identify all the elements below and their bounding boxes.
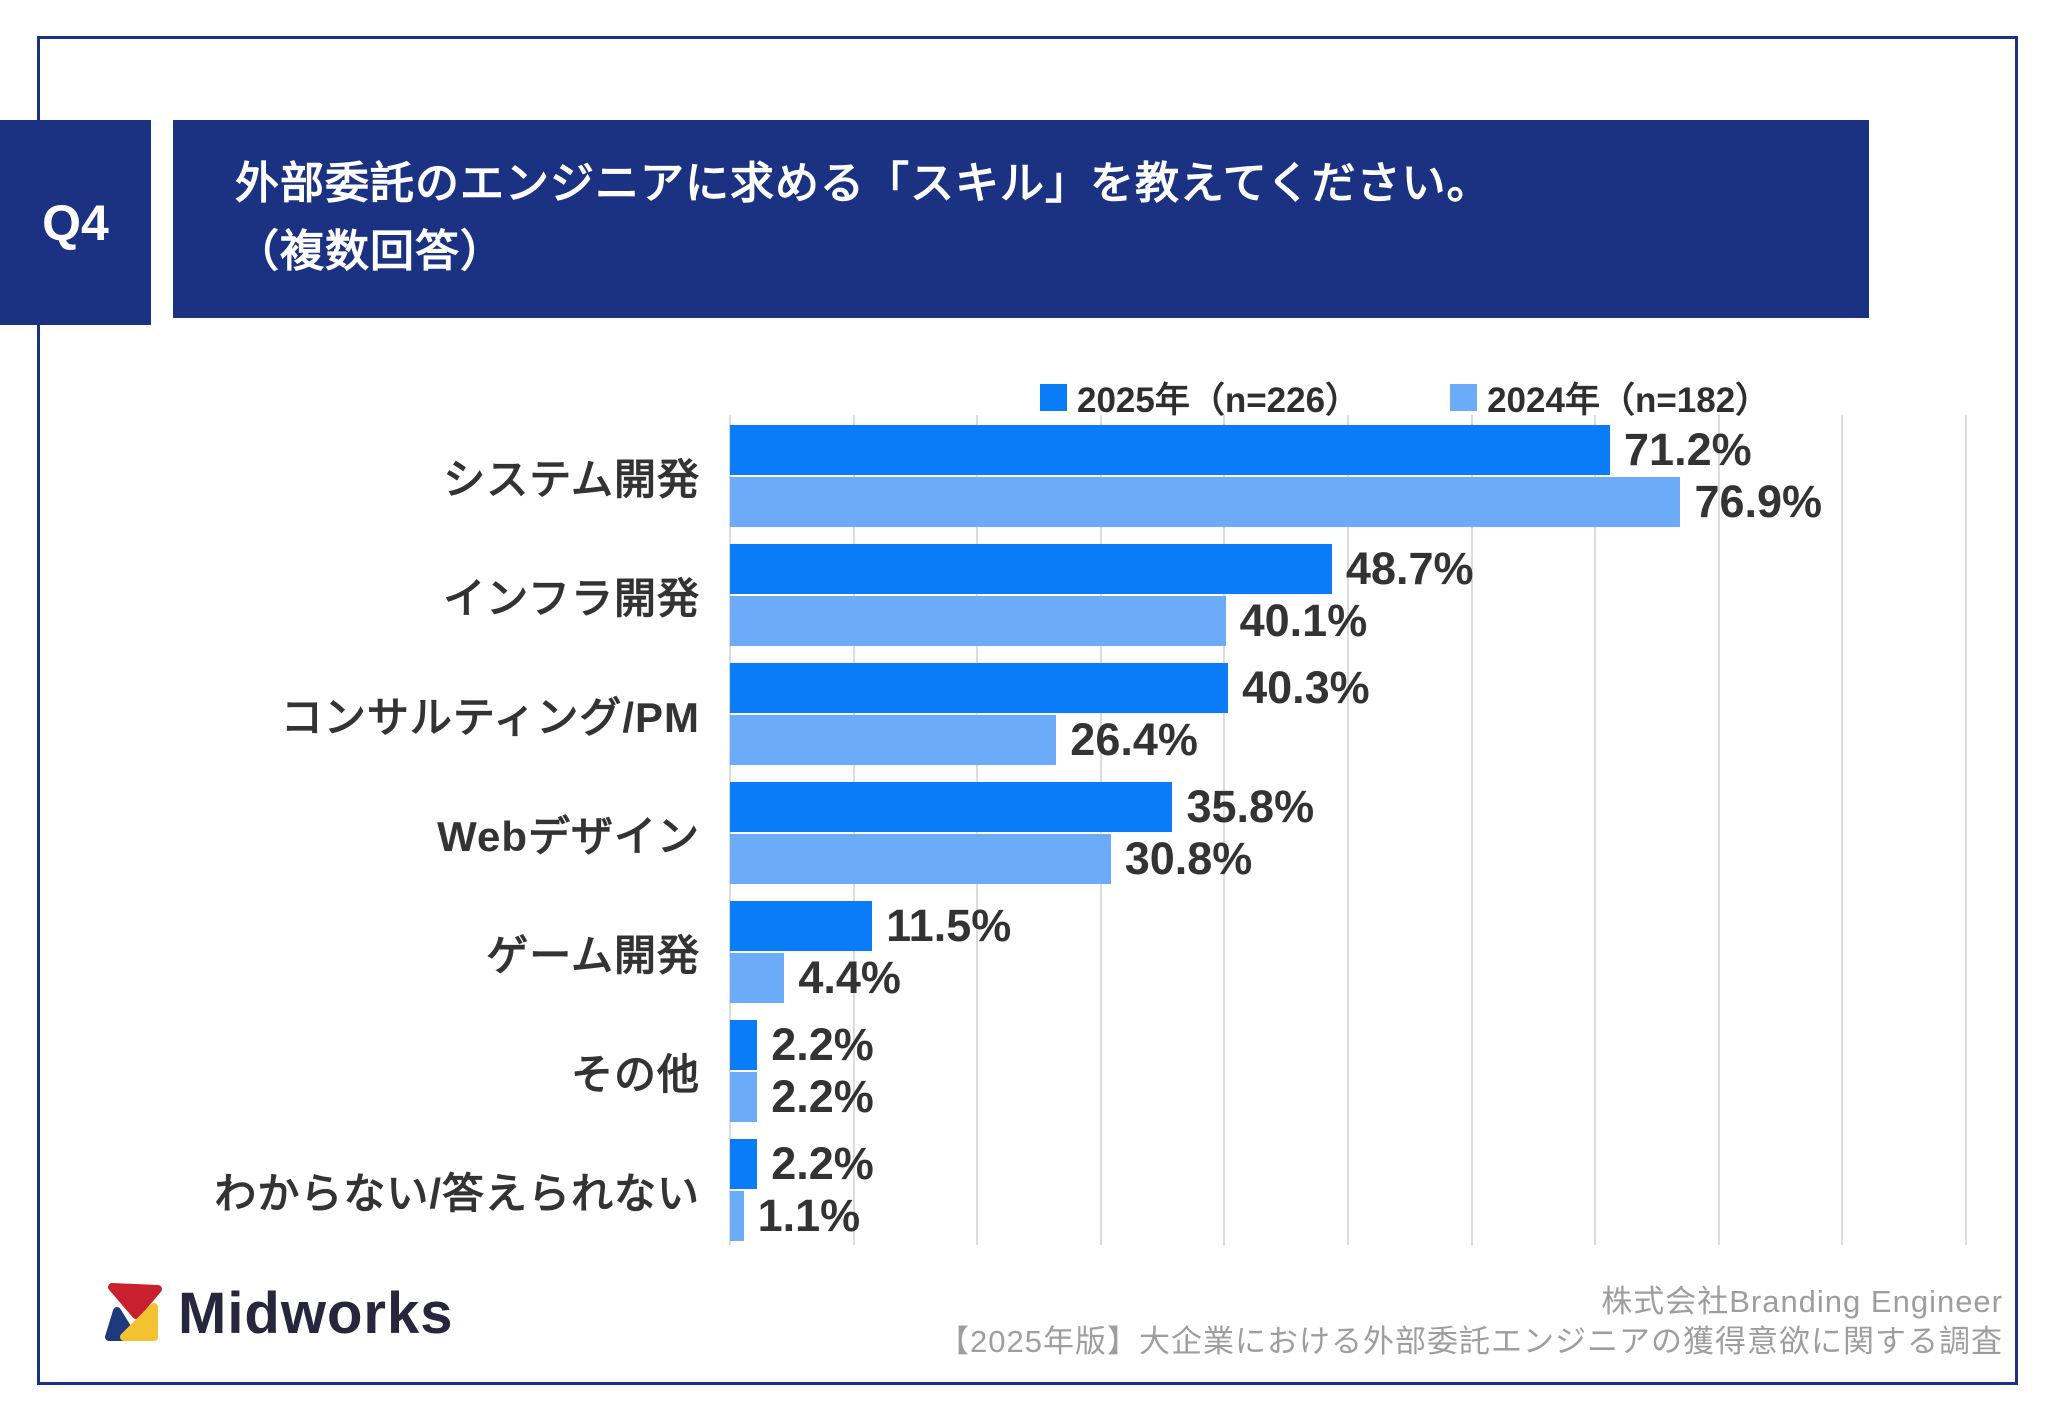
legend-swatch-2024 — [1450, 384, 1478, 411]
bar-value-label: 2.2% — [771, 1138, 874, 1189]
question-title-line2: （複数回答） — [235, 227, 505, 277]
gridline-40 — [1223, 415, 1226, 1245]
legend-item-2024: 2024年（n=182） — [1450, 372, 1770, 423]
bar-value-label: 71.2% — [1624, 424, 1752, 475]
legend-label-2025: 2025年（n=226） — [1077, 381, 1361, 420]
bar-value-label: 35.8% — [1186, 781, 1315, 832]
category-label: Webデザイン — [437, 812, 700, 860]
source-attribution: 株式会社Branding Engineer 【2025年版】大企業における外部委… — [938, 1282, 2003, 1363]
bar-2025年 — [730, 782, 1173, 832]
bar-value-label: 4.4% — [798, 952, 901, 1003]
category-label: システム開発 — [443, 455, 700, 503]
bar-2025年 — [730, 901, 873, 951]
question-title-bar: 外部委託のエンジニアに求める「スキル」を教えてください。 （複数回答） — [173, 120, 1869, 318]
midworks-logo: Midworks — [100, 1280, 454, 1347]
source-company: 株式会社Branding Engineer — [1601, 1284, 2003, 1319]
bar-value-label: 26.4% — [1070, 714, 1198, 765]
bar-2025年 — [730, 425, 1611, 475]
gridline-100 — [1965, 415, 1967, 1245]
legend-swatch-2025 — [1040, 384, 1067, 411]
gridline-90 — [1841, 415, 1844, 1245]
category-label: コンサルティング/PM — [280, 693, 700, 741]
bar-2025年 — [730, 1139, 758, 1189]
bar-2025年 — [730, 544, 1332, 594]
chart-legend: 2025年（n=226） 2024年（n=182） — [1040, 372, 1770, 423]
bar-value-label: 11.5% — [886, 900, 1012, 951]
question-title-line1: 外部委託のエンジニアに求める「スキル」を教えてください。 — [235, 159, 1492, 208]
bar-2025年 — [730, 1020, 758, 1070]
gridline-50 — [1347, 415, 1349, 1245]
midworks-logo-icon — [105, 1282, 162, 1341]
midworks-logo-text: Midworks — [178, 1281, 454, 1346]
bar-value-label: 30.8% — [1124, 833, 1253, 884]
bar-2024年 — [730, 715, 1057, 765]
category-label: その他 — [570, 1050, 700, 1098]
bar-value-label: 2.2% — [771, 1019, 874, 1070]
gridline-80 — [1717, 415, 1720, 1245]
legend-label-2024: 2024年（n=182） — [1487, 381, 1771, 420]
category-label: ゲーム開発 — [486, 931, 700, 979]
bar-2024年 — [730, 953, 785, 1003]
bar-value-label: 48.7% — [1345, 543, 1474, 594]
bar-value-label: 2.2% — [771, 1071, 874, 1122]
gridline-70 — [1594, 415, 1597, 1245]
bar-2024年 — [730, 834, 1111, 884]
bar-value-label: 76.9% — [1694, 476, 1823, 527]
question-number: Q4 — [42, 194, 109, 251]
category-label: インフラ開発 — [443, 574, 700, 622]
legend-item-2025: 2025年（n=226） — [1040, 372, 1360, 423]
bar-value-label: 1.1% — [757, 1190, 861, 1241]
bar-2024年 — [730, 477, 1681, 527]
question-badge: Q4 — [0, 120, 151, 325]
gridline-60 — [1470, 415, 1473, 1245]
bar-2024年 — [730, 596, 1226, 646]
bar-value-label: 40.3% — [1242, 662, 1370, 713]
bar-2024年 — [730, 1191, 744, 1241]
source-survey-title: 【2025年版】大企業における外部委託エンジニアの獲得意欲に関する調査 — [938, 1324, 2003, 1360]
bar-value-label: 40.1% — [1239, 595, 1368, 646]
bar-2025年 — [730, 663, 1229, 713]
slide-border — [37, 36, 2018, 1385]
horizontal-bar-chart: システム開発 71.2% 76.9% インフラ開発 48.7% 40.1% コンサルティング… — [0, 415, 2048, 1245]
bar-2024年 — [730, 1072, 758, 1122]
category-label: わからない/答えられない — [214, 1169, 700, 1217]
